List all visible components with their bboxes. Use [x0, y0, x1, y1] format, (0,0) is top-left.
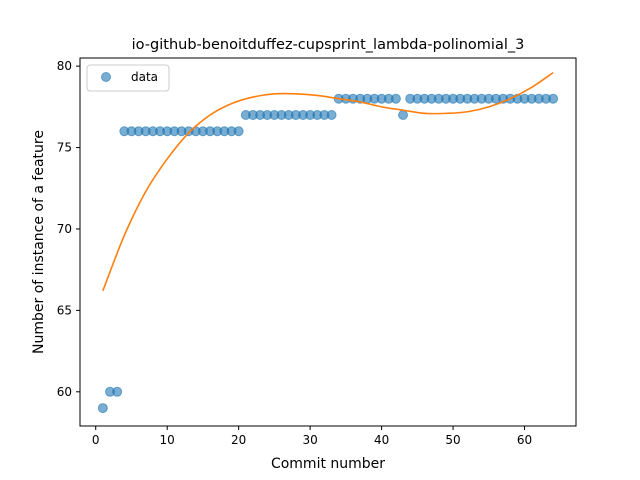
x-tick-label: 40	[374, 433, 389, 447]
x-tick-label: 10	[160, 433, 175, 447]
y-tick-label: 80	[57, 59, 72, 73]
x-tick-label: 60	[517, 433, 532, 447]
legend-marker-data	[101, 72, 111, 82]
x-tick-label: 0	[92, 433, 100, 447]
data-point	[97, 403, 108, 414]
y-axis: 60 65 70 75 80	[57, 59, 80, 399]
x-tick-label: 20	[231, 433, 246, 447]
chart-title: io-github-benoitduffez-cupsprint_lambda-…	[132, 37, 525, 53]
y-axis-label: Number of instance of a feature	[31, 130, 47, 354]
data-point	[326, 109, 337, 120]
data-point	[398, 109, 409, 120]
x-axis-label: Commit number	[271, 456, 385, 472]
y-tick-label: 75	[57, 141, 72, 155]
y-tick-label: 65	[57, 303, 72, 317]
y-tick-label: 70	[57, 222, 72, 236]
plot-area	[97, 71, 559, 414]
data-point	[390, 93, 401, 104]
legend-label-data: data	[131, 70, 158, 84]
data-point	[233, 126, 244, 137]
data-point	[548, 93, 559, 104]
x-axis: 0 10 20 30 40 50 60	[92, 426, 532, 447]
y-tick-label: 60	[57, 385, 72, 399]
data-point	[112, 386, 123, 397]
axes-frame	[79, 57, 577, 427]
x-tick-label: 30	[302, 433, 317, 447]
legend: data	[86, 64, 170, 92]
fit-line	[102, 71, 554, 292]
x-tick-label: 50	[445, 433, 460, 447]
legend-box	[86, 64, 170, 92]
